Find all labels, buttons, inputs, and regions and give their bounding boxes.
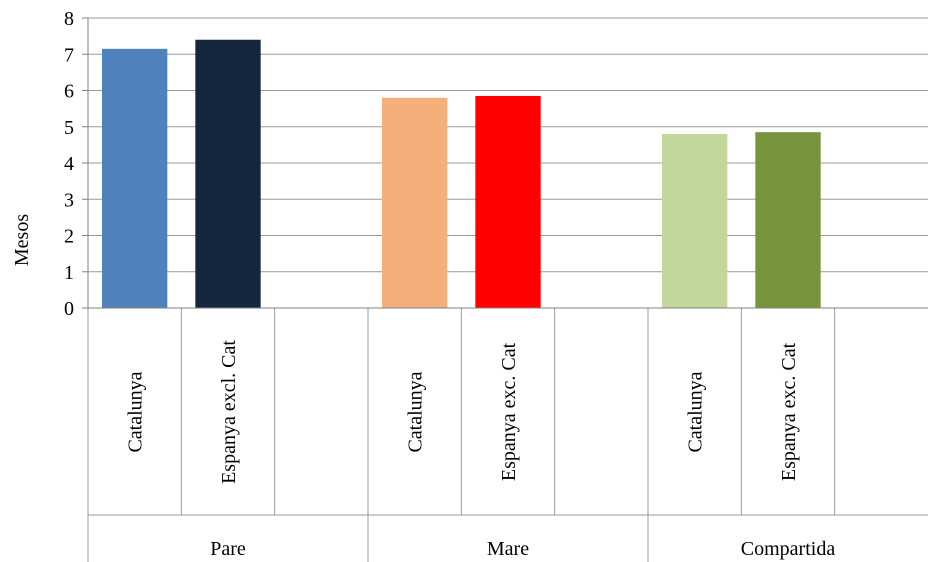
- bar: [662, 134, 728, 308]
- x-axis: Catalunya Espanya excl. Cat Pare Catalunya E…: [87, 307, 928, 562]
- category-label: Espanya exc. Cat: [498, 342, 520, 481]
- group-label: Compartida: [741, 538, 836, 560]
- bar: [195, 39, 261, 308]
- y-tick-label: 8: [64, 8, 74, 30]
- bars: [102, 39, 821, 308]
- y-tick-label: 0: [64, 298, 74, 320]
- y-axis: 0 1 2 3 4 5 6 7 8: [64, 8, 89, 320]
- y-tick-label: 7: [64, 44, 74, 66]
- bar: [755, 132, 821, 308]
- category-label: Catalunya: [405, 371, 427, 452]
- y-tick-label: 1: [64, 262, 74, 284]
- y-tick-label: 4: [64, 153, 74, 175]
- category-label: Espanya excl. Cat: [218, 340, 240, 484]
- y-tick-label: 3: [64, 189, 74, 211]
- y-tick-label: 5: [64, 117, 74, 139]
- category-label: Catalunya: [125, 371, 147, 452]
- y-tick-label: 2: [64, 226, 74, 248]
- bar: [102, 48, 168, 308]
- bar: [475, 95, 541, 308]
- y-tick-label: 6: [64, 81, 74, 103]
- bar: [382, 97, 448, 308]
- y-axis-label: Mesos: [11, 214, 33, 266]
- group-label: Pare: [210, 538, 246, 560]
- category-label: Catalunya: [685, 371, 707, 452]
- group-label: Mare: [487, 538, 529, 560]
- category-label: Espanya exc. Cat: [778, 342, 800, 481]
